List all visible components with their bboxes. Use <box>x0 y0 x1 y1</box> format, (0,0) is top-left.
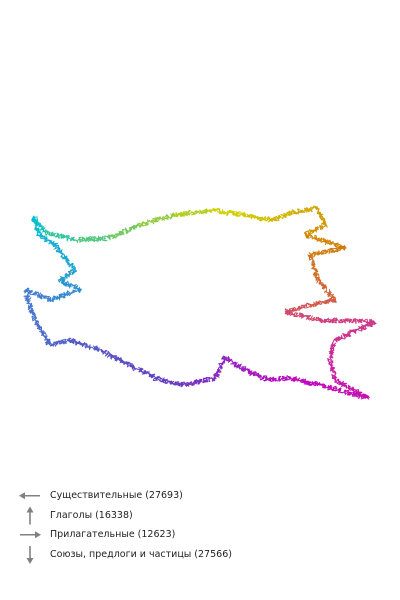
walk-segment <box>243 213 271 223</box>
walk-segment <box>99 348 133 368</box>
walk-segment <box>129 364 162 383</box>
walk-segment <box>73 235 111 243</box>
arrow-left-icon <box>18 486 42 506</box>
legend-label-function-words: Союзы, предлоги и частицы (27566) <box>50 548 232 560</box>
legend: Существительные (27693) Глаголы (16338) … <box>18 486 388 564</box>
walk-segment <box>287 376 321 387</box>
walk-segment <box>284 309 322 323</box>
walk-segment <box>184 375 216 387</box>
arrow-up-icon <box>18 506 42 526</box>
walk-segment <box>315 207 328 228</box>
walk-segment <box>34 319 52 346</box>
walk-segment <box>213 356 228 380</box>
walk-segment <box>31 215 47 233</box>
legend-item-nouns: Существительные (27693) <box>18 486 388 506</box>
walk-segment <box>303 232 347 250</box>
walk-segment <box>328 338 338 361</box>
walk-segment <box>57 268 78 283</box>
walk-segment <box>69 338 101 352</box>
walk-segment <box>53 242 77 272</box>
walk-path <box>23 205 377 400</box>
walk-segment <box>31 215 43 236</box>
walk-segment <box>242 367 269 382</box>
walk-segment <box>308 245 347 257</box>
walk-segment <box>268 209 298 222</box>
walk-segment <box>59 278 82 292</box>
walk-segment <box>267 375 292 383</box>
legend-item-adjectives: Прилагательные (12623) <box>18 525 388 545</box>
walk-segment <box>327 358 338 381</box>
legend-label-adjectives: Прилагательные (12623) <box>50 529 176 541</box>
walk-segment <box>138 212 177 228</box>
walk-segment <box>24 287 51 303</box>
walk-segment <box>23 289 37 322</box>
random-walk-plot <box>23 205 377 400</box>
legend-item-verbs: Глаголы (16338) <box>18 506 388 526</box>
arrow-right-icon <box>18 525 42 545</box>
walk-segment <box>48 287 82 303</box>
walk-segment <box>208 207 246 217</box>
walk-segment <box>318 383 369 400</box>
walk-segment <box>294 205 319 215</box>
walk-segment <box>173 208 212 218</box>
arrow-down-icon <box>18 545 42 565</box>
walk-segment <box>307 254 321 281</box>
walk-segment <box>44 229 77 242</box>
legend-label-verbs: Глаголы (16338) <box>50 509 133 521</box>
walk-segment <box>49 337 72 347</box>
walk-segment <box>222 355 247 372</box>
walk-segment <box>108 223 142 239</box>
walk-segment <box>334 320 377 342</box>
walk-segment <box>316 278 337 303</box>
walk-segment <box>284 302 312 315</box>
walk-segment <box>304 222 327 237</box>
legend-label-nouns: Существительные (27693) <box>50 490 183 502</box>
walk-segment <box>317 317 376 325</box>
walk-segment <box>309 298 337 308</box>
walk-segment <box>159 377 186 388</box>
legend-item-function-words: Союзы, предлоги и частицы (27566) <box>18 545 388 565</box>
